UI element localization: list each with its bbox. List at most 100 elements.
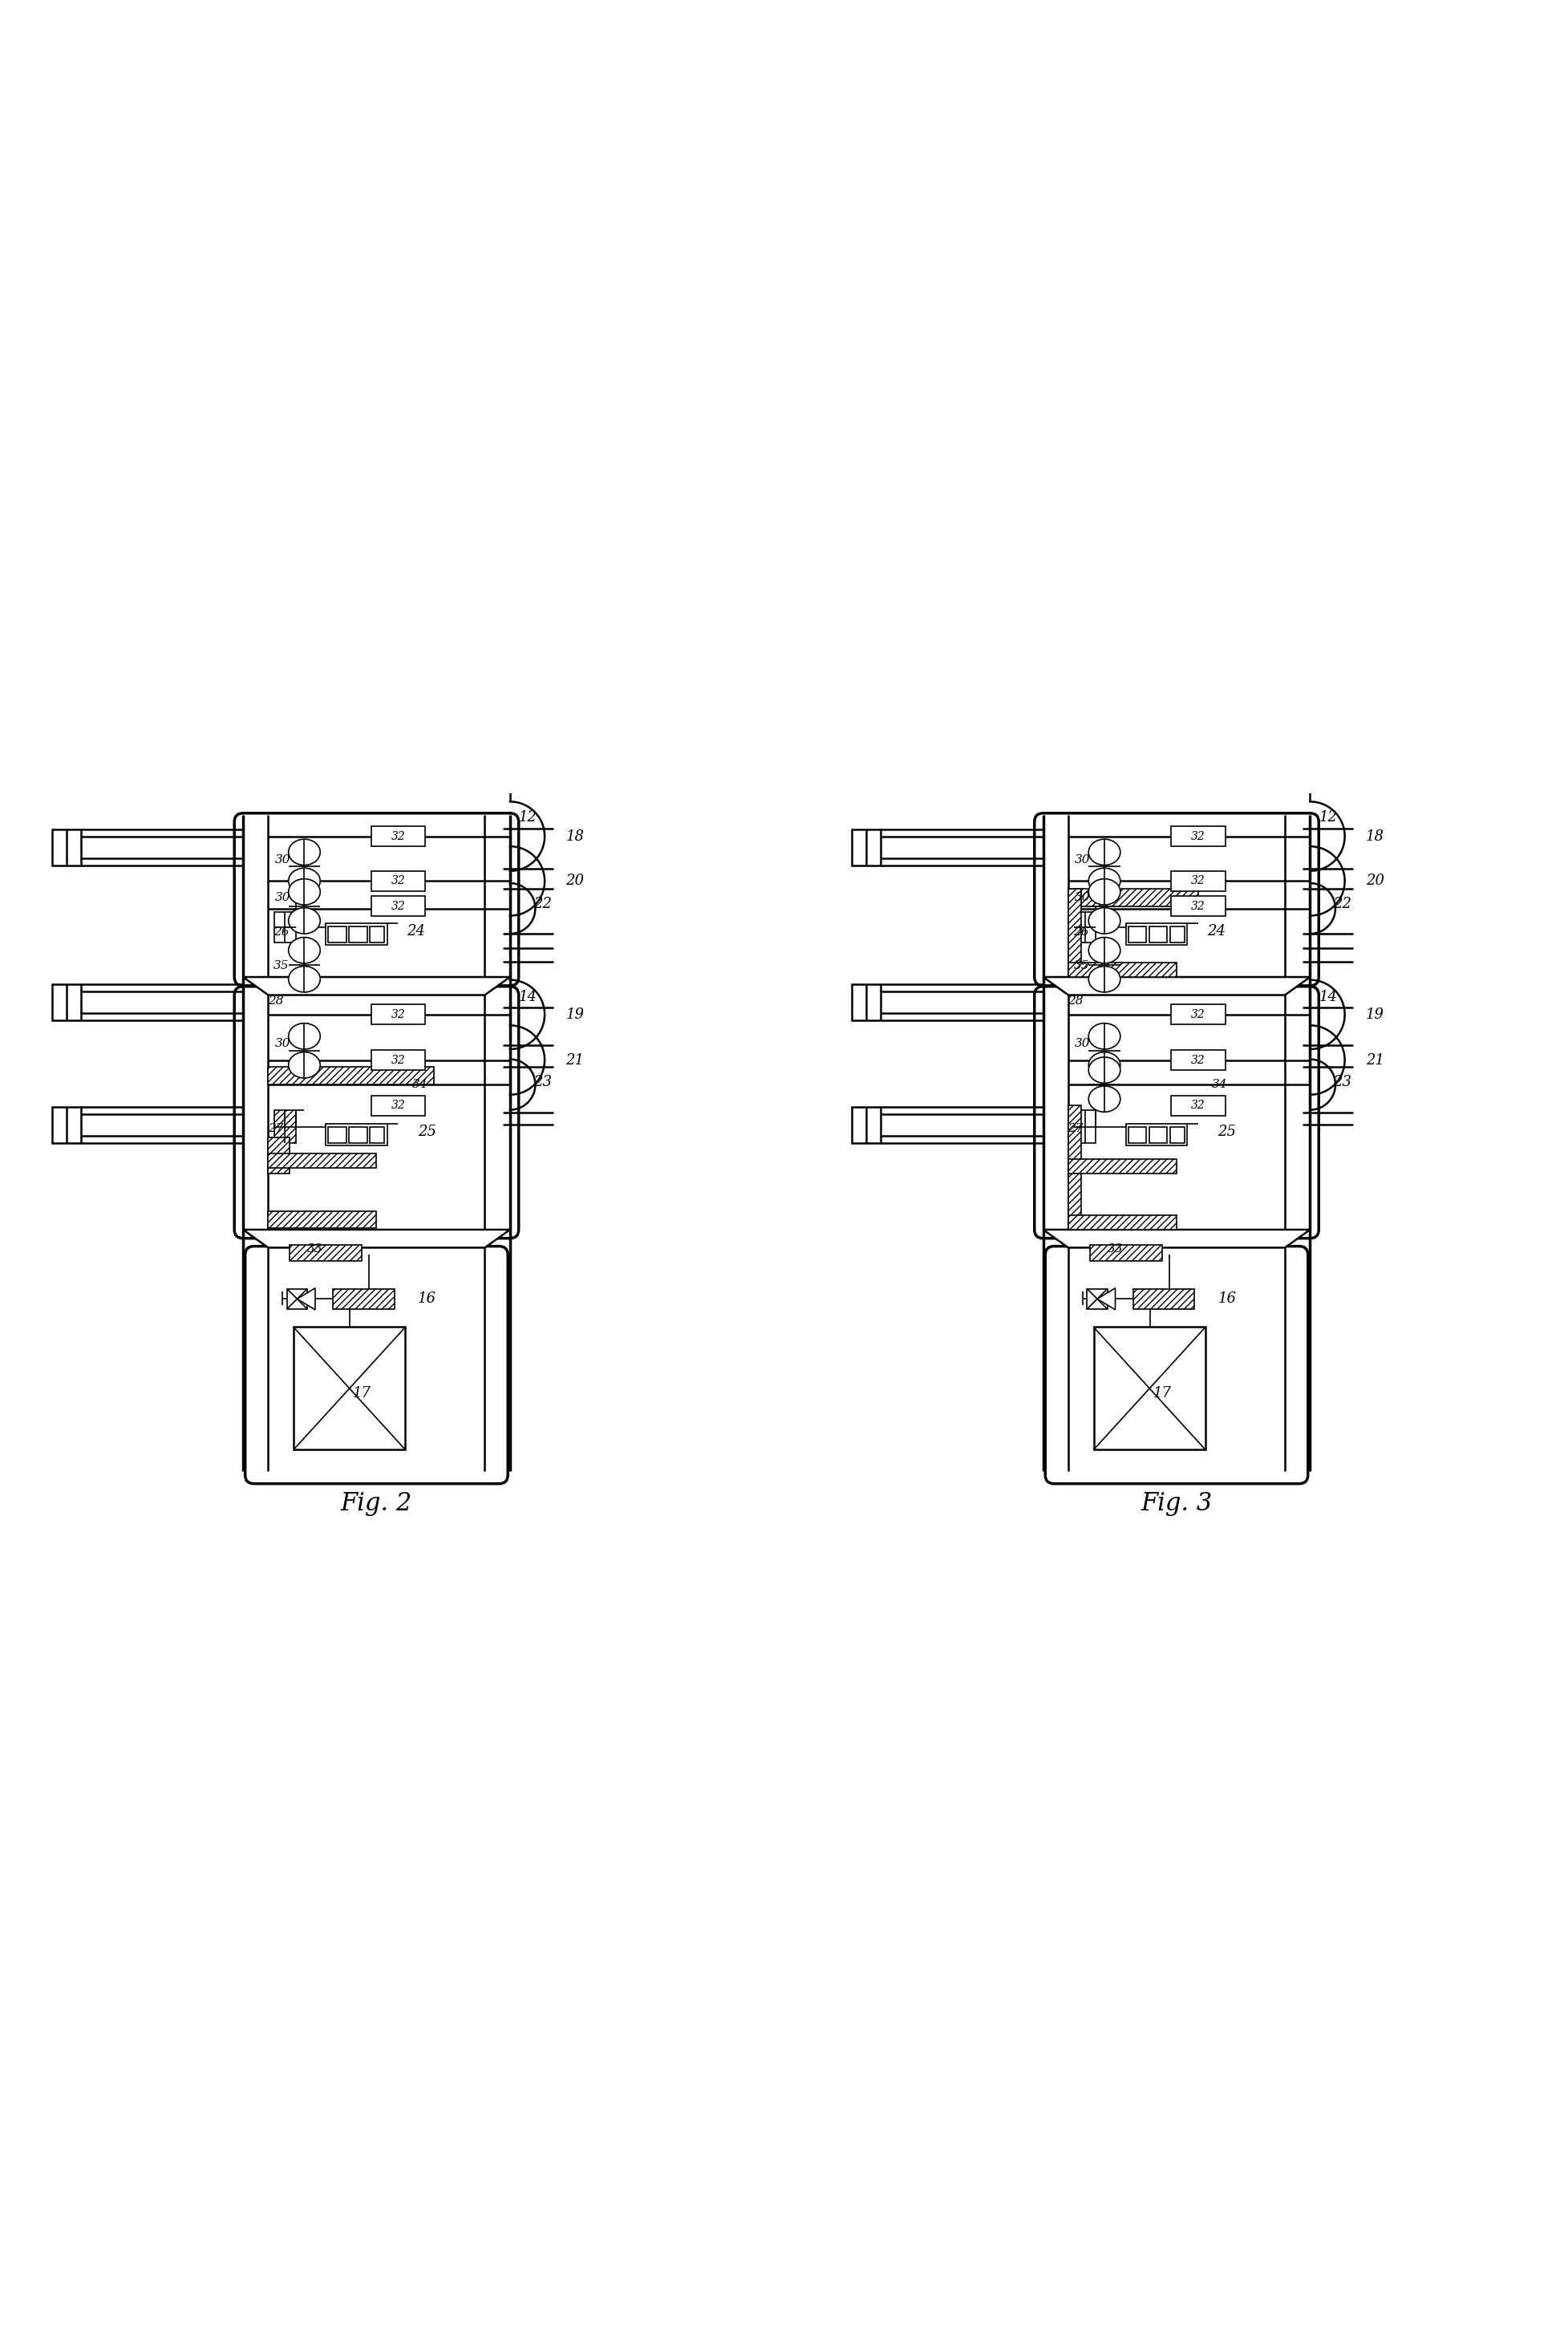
Text: 30: 30 [1074, 1037, 1090, 1049]
Bar [1068, 963, 1176, 977]
Ellipse shape [1088, 879, 1120, 904]
Bar [372, 825, 425, 846]
Bar [1068, 1105, 1080, 1231]
Bar [1171, 895, 1225, 916]
Ellipse shape [1088, 839, 1120, 865]
Bar [268, 1068, 434, 1084]
Ellipse shape [289, 937, 320, 963]
Bar [268, 1154, 376, 1168]
Ellipse shape [289, 879, 320, 904]
Text: 32: 32 [390, 1100, 405, 1112]
Text: 25: 25 [417, 1126, 436, 1140]
Text: 21: 21 [566, 1054, 583, 1068]
Bar [1126, 923, 1187, 944]
Text: 22: 22 [533, 897, 552, 911]
Polygon shape [1043, 977, 1309, 995]
Text: 20: 20 [1366, 874, 1383, 888]
Bar [1090, 1245, 1162, 1261]
Text: 30: 30 [1074, 855, 1090, 865]
Bar [268, 1210, 376, 1228]
Ellipse shape [289, 867, 320, 895]
Text: 32: 32 [1190, 830, 1204, 841]
Text: 32: 32 [390, 876, 405, 886]
Ellipse shape [289, 1023, 320, 1049]
Bar [1074, 911, 1094, 942]
Text: 18: 18 [566, 830, 583, 844]
Text: 20: 20 [566, 874, 583, 888]
Text: 24: 24 [406, 925, 425, 939]
Text: 32: 32 [390, 1009, 405, 1021]
Bar [1068, 1159, 1176, 1172]
Bar [1068, 1214, 1176, 1231]
Text: 14: 14 [519, 991, 536, 1005]
Text: 32: 32 [1190, 1100, 1204, 1112]
Polygon shape [243, 977, 510, 995]
Ellipse shape [1088, 907, 1120, 935]
Ellipse shape [289, 907, 320, 935]
Text: 21: 21 [1366, 1054, 1383, 1068]
Text: 30: 30 [1074, 893, 1090, 902]
Bar [1149, 1128, 1167, 1142]
Text: 12: 12 [519, 811, 536, 825]
Bar [287, 1289, 307, 1310]
Bar [52, 1107, 80, 1142]
Polygon shape [296, 1289, 315, 1310]
Text: 30: 30 [274, 1037, 290, 1049]
Bar [268, 1138, 290, 1172]
Bar [1093, 1326, 1204, 1450]
Bar [52, 830, 80, 865]
Text: 22: 22 [1333, 897, 1352, 911]
Text: 26: 26 [1073, 928, 1088, 937]
Text: 33: 33 [307, 1242, 323, 1254]
Text: 24: 24 [1206, 925, 1225, 939]
Bar [1171, 1049, 1225, 1070]
Bar [326, 1124, 387, 1145]
Text: 32: 32 [1190, 1009, 1204, 1021]
Bar [274, 911, 295, 942]
FancyBboxPatch shape [1044, 1247, 1308, 1483]
Bar [1132, 1289, 1195, 1310]
Text: Fig. 3: Fig. 3 [1140, 1492, 1212, 1517]
Text: 23: 23 [533, 1075, 552, 1089]
Text: 28: 28 [268, 995, 284, 1007]
Polygon shape [1043, 1231, 1309, 1247]
Text: 32: 32 [1190, 876, 1204, 886]
Ellipse shape [289, 965, 320, 993]
FancyBboxPatch shape [234, 814, 519, 986]
Bar [1126, 1124, 1187, 1145]
Text: 27: 27 [1068, 1124, 1083, 1135]
Bar [328, 925, 347, 942]
Text: 30: 30 [274, 893, 290, 902]
Text: 17: 17 [1152, 1387, 1171, 1401]
FancyBboxPatch shape [234, 986, 519, 1238]
Text: 19: 19 [1366, 1007, 1383, 1021]
Bar [1171, 1096, 1225, 1117]
Ellipse shape [289, 1051, 320, 1077]
Bar [372, 872, 425, 890]
Ellipse shape [1088, 1086, 1120, 1112]
Bar [851, 830, 880, 865]
Text: 32: 32 [390, 830, 405, 841]
Ellipse shape [1088, 937, 1120, 963]
Bar [1127, 925, 1146, 942]
Text: 30: 30 [274, 855, 290, 865]
Text: 32: 32 [390, 1054, 405, 1065]
Bar [1074, 1110, 1094, 1142]
Bar [1068, 888, 1080, 977]
Text: 23: 23 [1333, 1075, 1352, 1089]
FancyBboxPatch shape [245, 1247, 508, 1483]
Text: Fig. 2: Fig. 2 [340, 1492, 412, 1517]
Bar [350, 1128, 367, 1142]
Bar [1170, 925, 1184, 942]
Text: 17: 17 [353, 1387, 372, 1401]
Text: 34: 34 [1212, 1079, 1228, 1091]
FancyBboxPatch shape [1033, 814, 1319, 986]
Bar [52, 984, 80, 1021]
Bar [328, 1128, 347, 1142]
Bar [1127, 1128, 1146, 1142]
Bar [1171, 825, 1225, 846]
Bar [370, 925, 384, 942]
Text: 33: 33 [1107, 1242, 1123, 1254]
Bar [1149, 925, 1167, 942]
Bar [332, 1289, 395, 1310]
